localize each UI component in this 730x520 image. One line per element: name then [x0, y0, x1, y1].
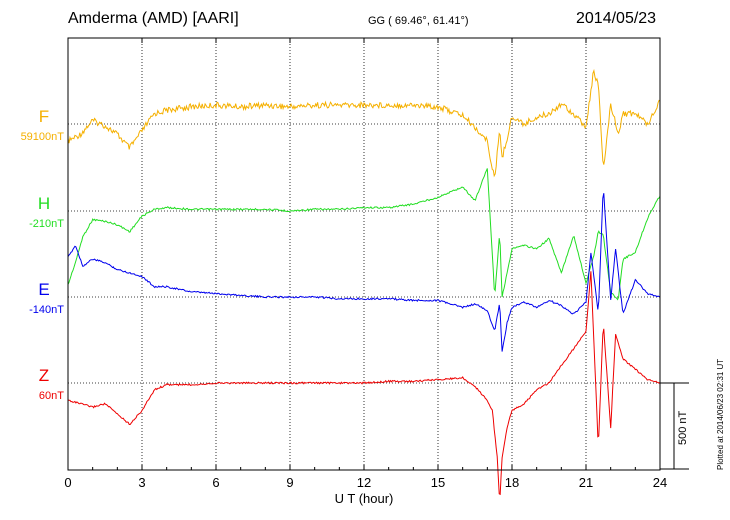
x-tick-label: 12 — [357, 475, 371, 490]
series-lines — [67, 68, 661, 496]
scale-bar — [660, 382, 689, 470]
x-tick-label: 18 — [505, 475, 519, 490]
series-z-baseline: 60nT — [39, 390, 64, 402]
series-h-name: H — [38, 194, 50, 213]
station-coordinates: GG ( 69.46°, 61.41°) — [368, 15, 469, 27]
x-tick-label: 24 — [653, 475, 667, 490]
component-labels: F 59100nT H -210nT E -140nT Z 60nT — [21, 107, 65, 402]
series-z-line — [67, 271, 661, 496]
x-axis-ticks: 0 3 6 9 12 15 18 21 24 — [64, 38, 667, 490]
x-tick-label: 9 — [286, 475, 293, 490]
series-h-line — [67, 168, 661, 301]
series-e-baseline: -140nT — [29, 304, 64, 316]
date-label: 2014/05/23 — [576, 10, 657, 27]
series-h-baseline: -210nT — [29, 218, 64, 230]
x-tick-label: 0 — [64, 475, 71, 490]
scale-label: 500 nT — [677, 410, 689, 445]
station-title: Amderma (AMD) [AARI] — [68, 10, 239, 27]
plotted-timestamp: Plotted at 2014/06/23 02:31 UT — [716, 358, 725, 470]
x-tick-label: 15 — [431, 475, 445, 490]
x-axis-label: U T (hour) — [335, 491, 394, 506]
x-tick-label: 3 — [138, 475, 145, 490]
series-f-name: F — [39, 107, 49, 126]
series-e-name: E — [38, 280, 49, 299]
x-tick-label: 6 — [212, 475, 219, 490]
series-z-name: Z — [39, 366, 49, 385]
grid — [68, 38, 660, 470]
series-e-line — [67, 193, 660, 352]
series-f-baseline: 59100nT — [21, 131, 65, 143]
series-f-line — [67, 68, 661, 178]
x-tick-label: 21 — [579, 475, 593, 490]
